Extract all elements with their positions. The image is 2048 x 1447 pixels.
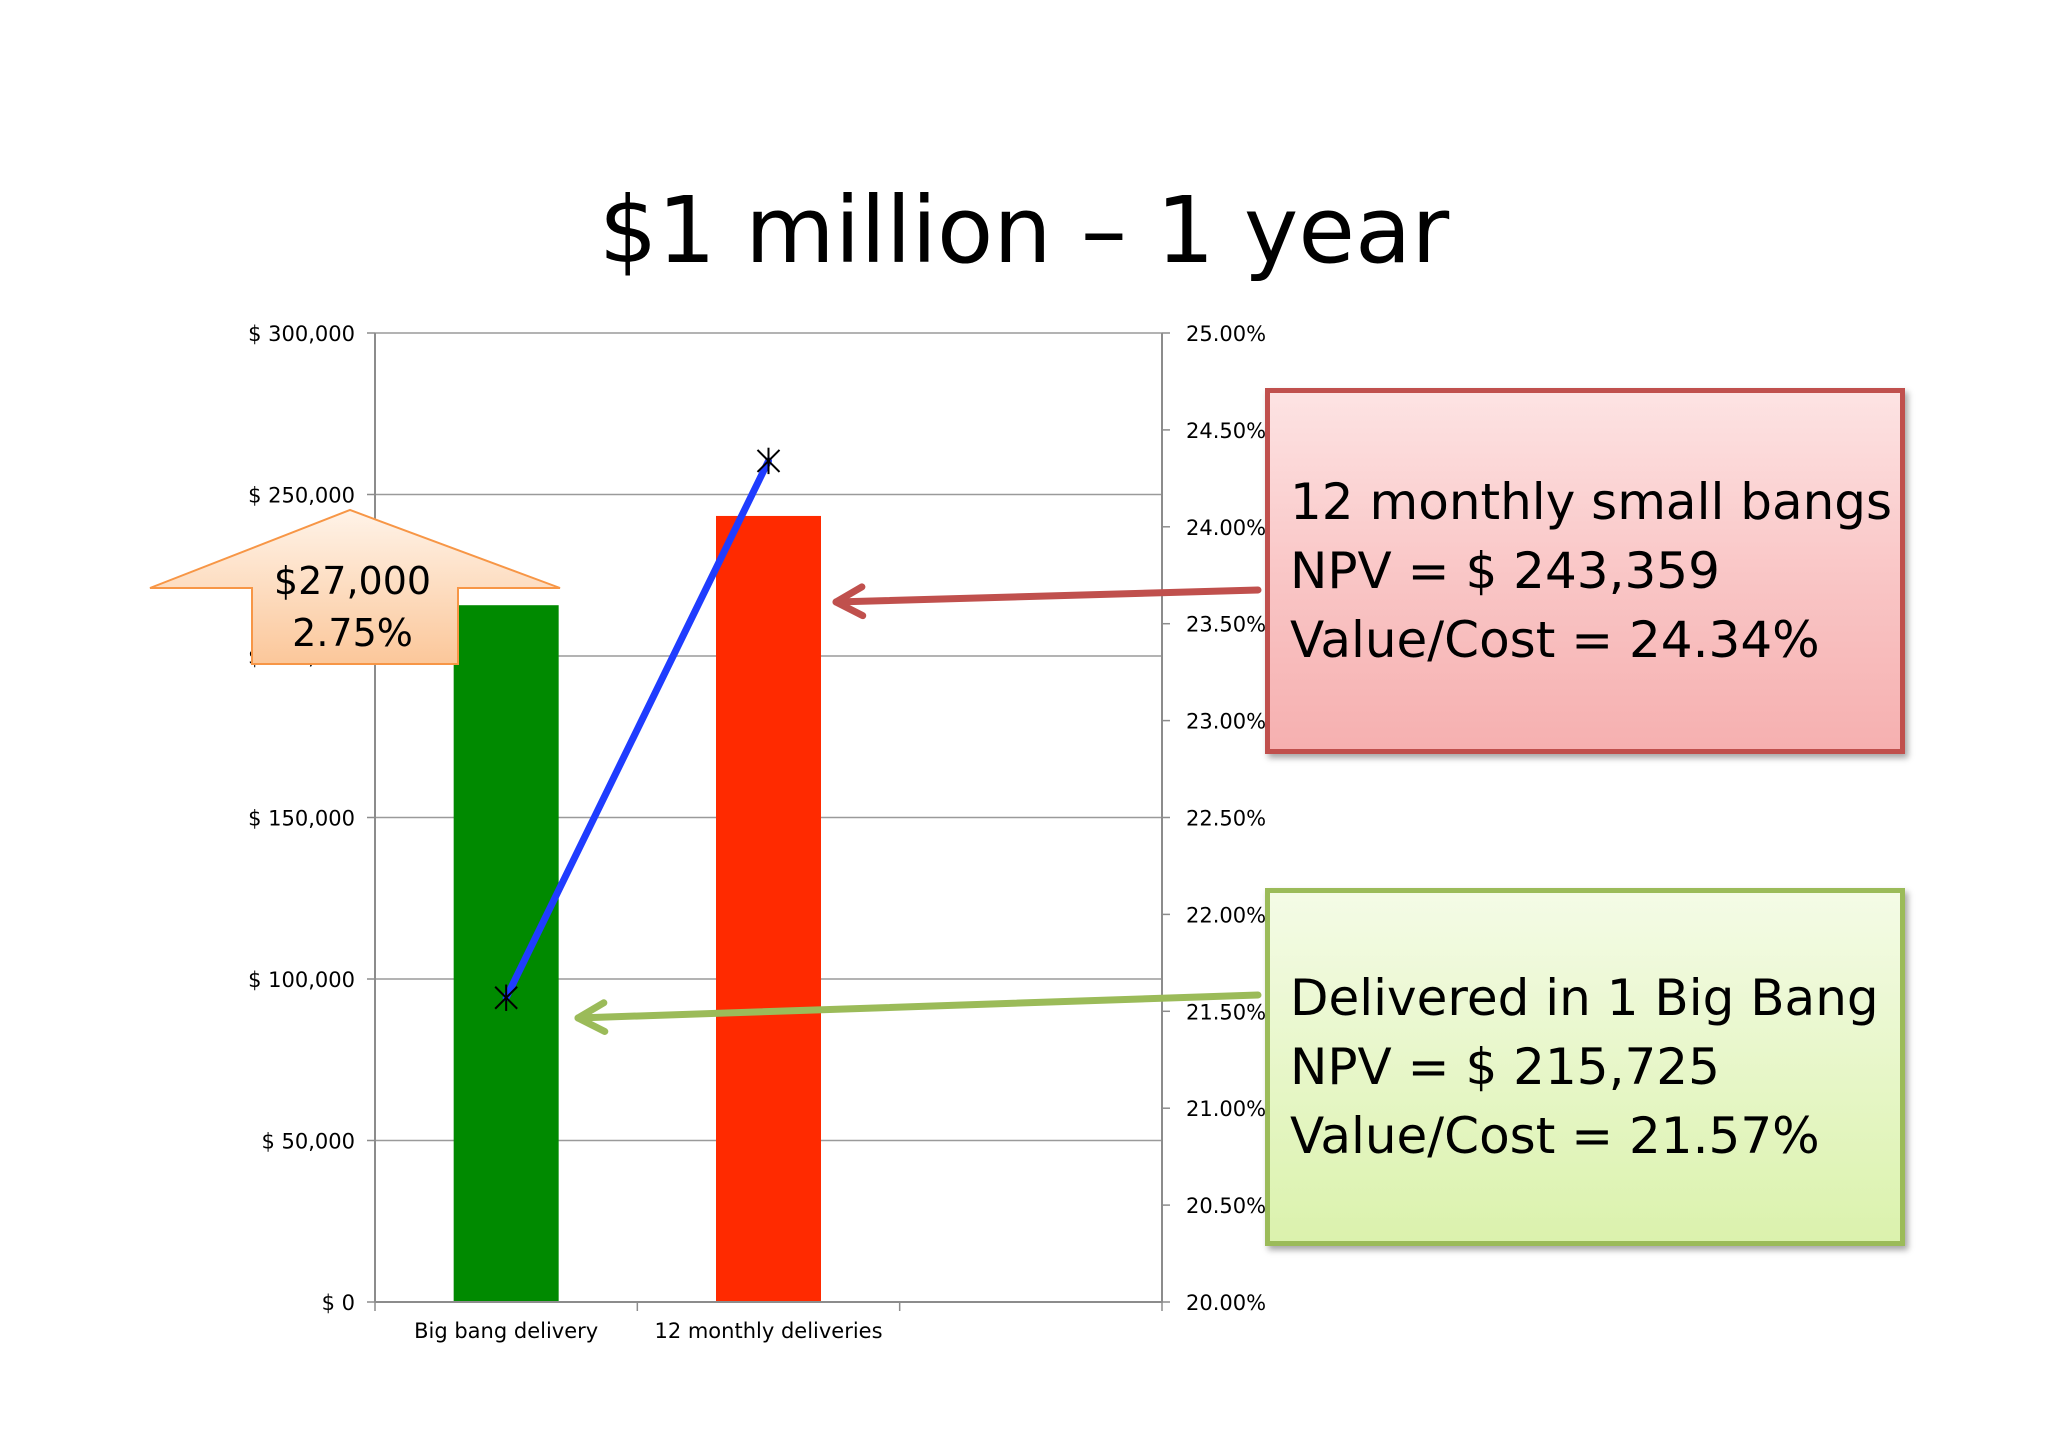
right-axis-tick-label: 21.00%: [1186, 1097, 1266, 1121]
callout-small-bangs-title: 12 monthly small bangs: [1290, 472, 1893, 531]
callout-small-bangs: 12 monthly small bangs NPV = $ 243,359 V…: [1265, 388, 1905, 754]
right-axis-tick-label: 20.00%: [1186, 1291, 1266, 1315]
left-axis-tick-label: $ 0: [322, 1291, 355, 1315]
right-axis-tick-label: 24.50%: [1186, 419, 1266, 443]
left-axis-tick-label: $ 150,000: [248, 807, 355, 831]
difference-badge-text: $27,000 2.75%: [250, 555, 455, 659]
callout-big-bang-title: Delivered in 1 Big Bang: [1290, 968, 1879, 1027]
right-axis-tick-label: 22.50%: [1186, 807, 1266, 831]
arrow-shaft: [832, 586, 1262, 606]
left-axis-tick-label: $ 50,000: [261, 1130, 355, 1154]
left-axis-tick-label: $ 100,000: [248, 968, 355, 992]
callout-big-bang: Delivered in 1 Big Bang NPV = $ 215,725 …: [1265, 888, 1905, 1246]
callout-big-bang-npv: NPV = $ 215,725: [1290, 1037, 1720, 1096]
x-axis-category-label: 12 monthly deliveries: [654, 1319, 882, 1343]
arrow-head: [574, 999, 609, 1035]
callout-small-bangs-npv: NPV = $ 243,359: [1290, 541, 1720, 600]
value-cost-line: [502, 457, 772, 1002]
callout-big-bang-ratio: Value/Cost = 21.57%: [1290, 1106, 1820, 1165]
line-point-1: [756, 447, 781, 475]
difference-percent: 2.75%: [292, 611, 413, 655]
arrow-to-bigbang-point: [574, 991, 1262, 1035]
right-axis-tick-label: 22.00%: [1186, 903, 1266, 927]
left-axis-tick-label: $ 300,000: [248, 322, 355, 346]
difference-badge-arrow: [149, 508, 561, 665]
right-axis-tick-label: 24.00%: [1186, 516, 1266, 540]
right-axis-tick-label: 23.50%: [1186, 613, 1266, 637]
bar-0: [453, 605, 559, 1302]
callout-small-bangs-ratio: Value/Cost = 24.34%: [1290, 610, 1820, 669]
x-axis-category-label: Big bang delivery: [414, 1319, 598, 1343]
difference-amount: $27,000: [273, 559, 432, 603]
arrow-head: [832, 583, 867, 620]
line-point-0: [494, 984, 518, 1011]
left-axis-tick-label: $ 250,000: [248, 484, 355, 508]
right-axis-tick-label: 25.00%: [1186, 322, 1266, 346]
right-axis-tick-label: 20.50%: [1186, 1194, 1266, 1218]
arrow-to-monthly-bar: [832, 583, 1262, 620]
arrow-shaft: [574, 991, 1262, 1022]
right-axis-tick-label: 21.50%: [1186, 1000, 1266, 1024]
slide-title: $1 million – 1 year: [598, 177, 1450, 284]
bar-1: [716, 515, 821, 1302]
right-axis-tick-label: 23.00%: [1186, 710, 1266, 734]
